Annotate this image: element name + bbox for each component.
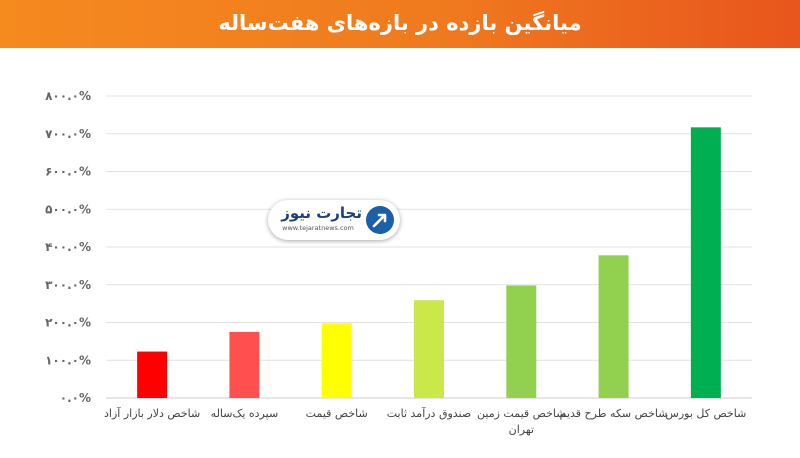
y-tick-label: ۳۰۰.۰% (45, 278, 91, 292)
y-tick-label: ۸۰۰.۰% (45, 89, 91, 103)
bars (137, 127, 721, 399)
x-category-label: سپرده یک‌ساله (211, 407, 279, 420)
y-tick-label: ۱۰۰.۰% (45, 353, 91, 367)
bar (690, 127, 721, 399)
x-category-label: شاخص سکه طرح قدیم (560, 407, 668, 420)
x-category-label: تهران (509, 423, 534, 436)
y-tick-label: ۵۰۰.۰% (45, 202, 91, 216)
tejaratnews-logo-icon (366, 206, 394, 234)
x-category-label: شاخص دلار بازار آزاد (104, 406, 200, 420)
chart-title: میانگین بازده در بازه‌های هفت‌ساله (218, 11, 582, 35)
y-tick-label: ۰.۰% (60, 391, 91, 405)
bar (229, 331, 260, 398)
x-category-label: شاخص قیمت (306, 407, 368, 420)
y-tick-label: ۲۰۰.۰% (45, 316, 91, 330)
bar (598, 255, 629, 398)
x-axis-category-labels: شاخص دلار بازار آزاد سپرده یک‌ساله شاخص قی… (104, 406, 746, 436)
watermark-name: تجارت نیوز (281, 204, 362, 222)
header-banner (0, 0, 800, 48)
bar-chart: ۰.۰% ۱۰۰.۰% ۲۰۰.۰% ۳۰۰.۰% ۴۰۰.۰% ۵۰۰.۰% ۶۰۰.۰%… (45, 89, 752, 436)
y-tick-label: ۴۰۰.۰% (45, 240, 91, 254)
bar (414, 300, 444, 398)
x-category-label: شاخص کل بورس (665, 407, 746, 420)
bar (137, 351, 168, 398)
x-category-label: صندوق درآمد ثابت (387, 406, 471, 420)
watermark-logo: تجارت نیوز www.tejaratnews.com (268, 200, 400, 240)
y-tick-label: ۶۰۰.۰% (45, 165, 91, 179)
y-axis-tick-labels: ۰.۰% ۱۰۰.۰% ۲۰۰.۰% ۳۰۰.۰% ۴۰۰.۰% ۵۰۰.۰% ۶۰۰.۰%… (45, 89, 91, 405)
bar (506, 285, 537, 398)
x-category-label: شاخص قیمت زمین (477, 407, 565, 420)
bar (321, 323, 352, 398)
watermark-url: www.tejaratnews.com (282, 224, 354, 232)
y-tick-label: ۷۰۰.۰% (45, 127, 91, 141)
